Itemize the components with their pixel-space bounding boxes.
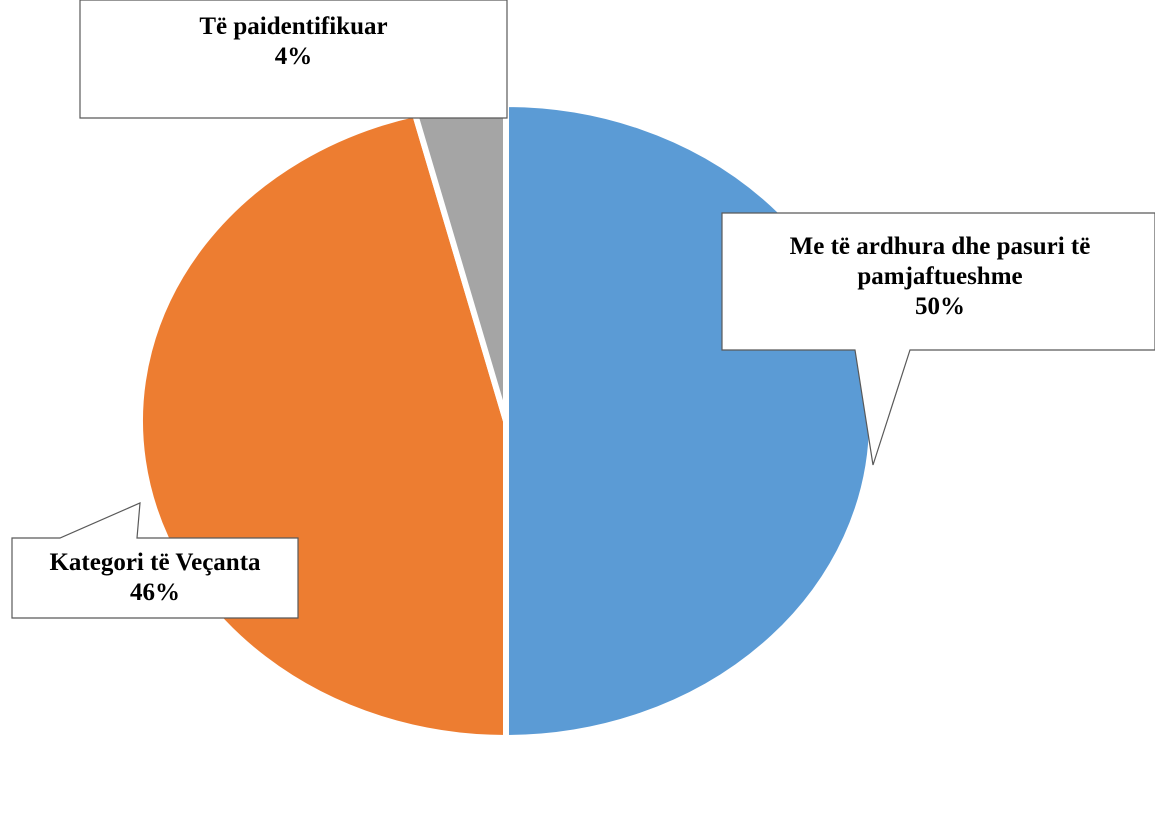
- label-name: Me të ardhura dhe pasuri të pamjaftueshm…: [789, 233, 1091, 290]
- pie-slice: [503, 101, 875, 741]
- label-value: 50%: [915, 293, 965, 320]
- label-name: Kategori të Veçanta: [49, 549, 261, 576]
- label-box: [79, 0, 508, 119]
- data-label: Të paidentifikuar 4%: [80, 12, 507, 72]
- data-label: Me të ardhura dhe pasuri të pamjaftueshm…: [735, 232, 1145, 322]
- label-box: [721, 212, 1155, 466]
- label-box: [11, 502, 299, 619]
- label-value: 4%: [274, 43, 313, 70]
- label-name: Të paidentifikuar: [199, 13, 388, 40]
- label-value: 46%: [130, 579, 180, 606]
- data-label: Kategori të Veçanta 46%: [12, 548, 298, 608]
